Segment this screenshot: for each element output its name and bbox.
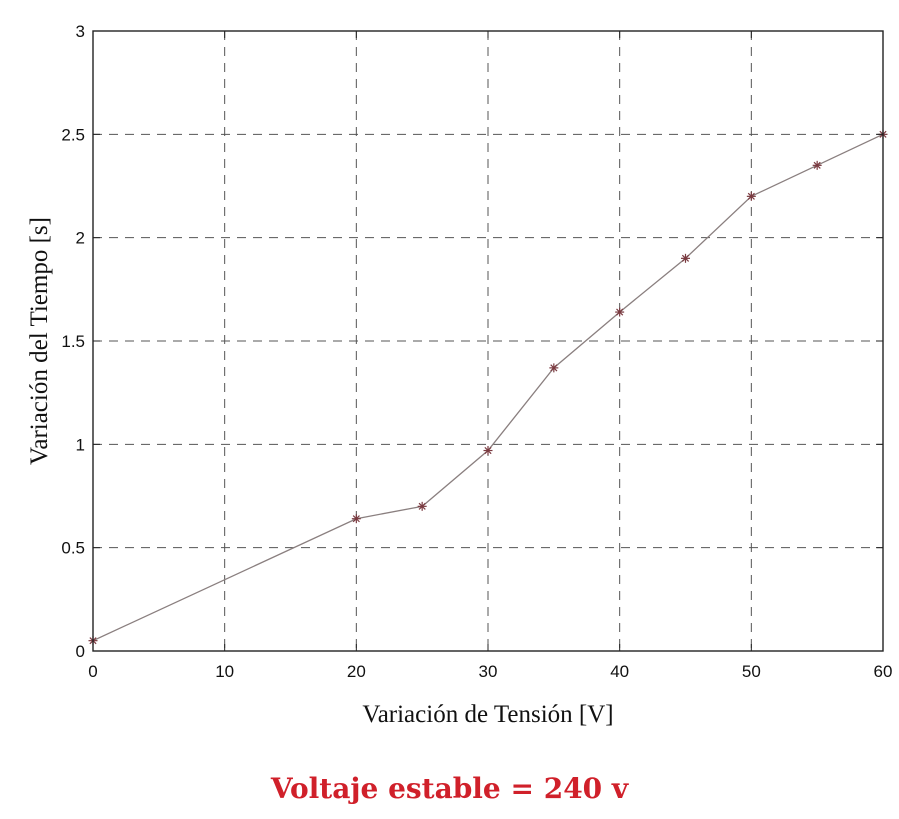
data-point	[812, 160, 822, 170]
data-point	[351, 514, 361, 524]
line-chart: 0 10 20 30 40 50 60 0 0.5 1 1.5 2 2.5 3 Variación de…	[26, 22, 892, 728]
star-marker-stroke	[418, 502, 426, 510]
data-point	[681, 253, 690, 263]
star-marker-stroke	[681, 254, 690, 262]
y-tick-label: 0.5	[61, 539, 85, 558]
star-marker-stroke	[813, 161, 821, 169]
y-axis-title: Variación del Tiempo [s]	[26, 217, 53, 465]
series-line	[92, 133, 884, 642]
y-tick-label: 0	[76, 642, 85, 661]
star-marker-stroke	[550, 364, 558, 372]
star-marker-stroke	[747, 192, 755, 200]
caption: Voltaje estable = 240 v	[270, 772, 629, 805]
x-tick-label: 10	[215, 662, 234, 681]
x-tick-label: 0	[88, 662, 97, 681]
y-tick-label: 3	[76, 22, 85, 41]
y-tick-label: 1	[76, 435, 85, 454]
data-point	[615, 307, 625, 317]
y-tick-label: 1.5	[61, 332, 85, 351]
x-tick-label: 60	[874, 662, 893, 681]
star-marker-stroke	[484, 446, 492, 455]
y-axis: 0 0.5 1 1.5 2 2.5 3	[61, 22, 883, 661]
y-tick-label: 2.5	[61, 125, 85, 144]
x-tick-label: 40	[610, 662, 629, 681]
x-tick-label: 50	[742, 662, 761, 681]
y-tick-label: 2	[76, 229, 85, 248]
data-point	[417, 501, 427, 511]
x-axis: 0 10 20 30 40 50 60	[88, 31, 892, 681]
x-axis-title: Variación de Tensión [V]	[362, 701, 613, 728]
star-marker-stroke	[616, 308, 624, 316]
x-tick-label: 30	[479, 662, 498, 681]
data-point	[549, 363, 559, 373]
x-tick-label: 20	[347, 662, 366, 681]
data-point	[483, 446, 493, 456]
grid-lines	[93, 31, 883, 651]
data-point	[746, 191, 756, 201]
star-marker-stroke	[352, 515, 360, 523]
